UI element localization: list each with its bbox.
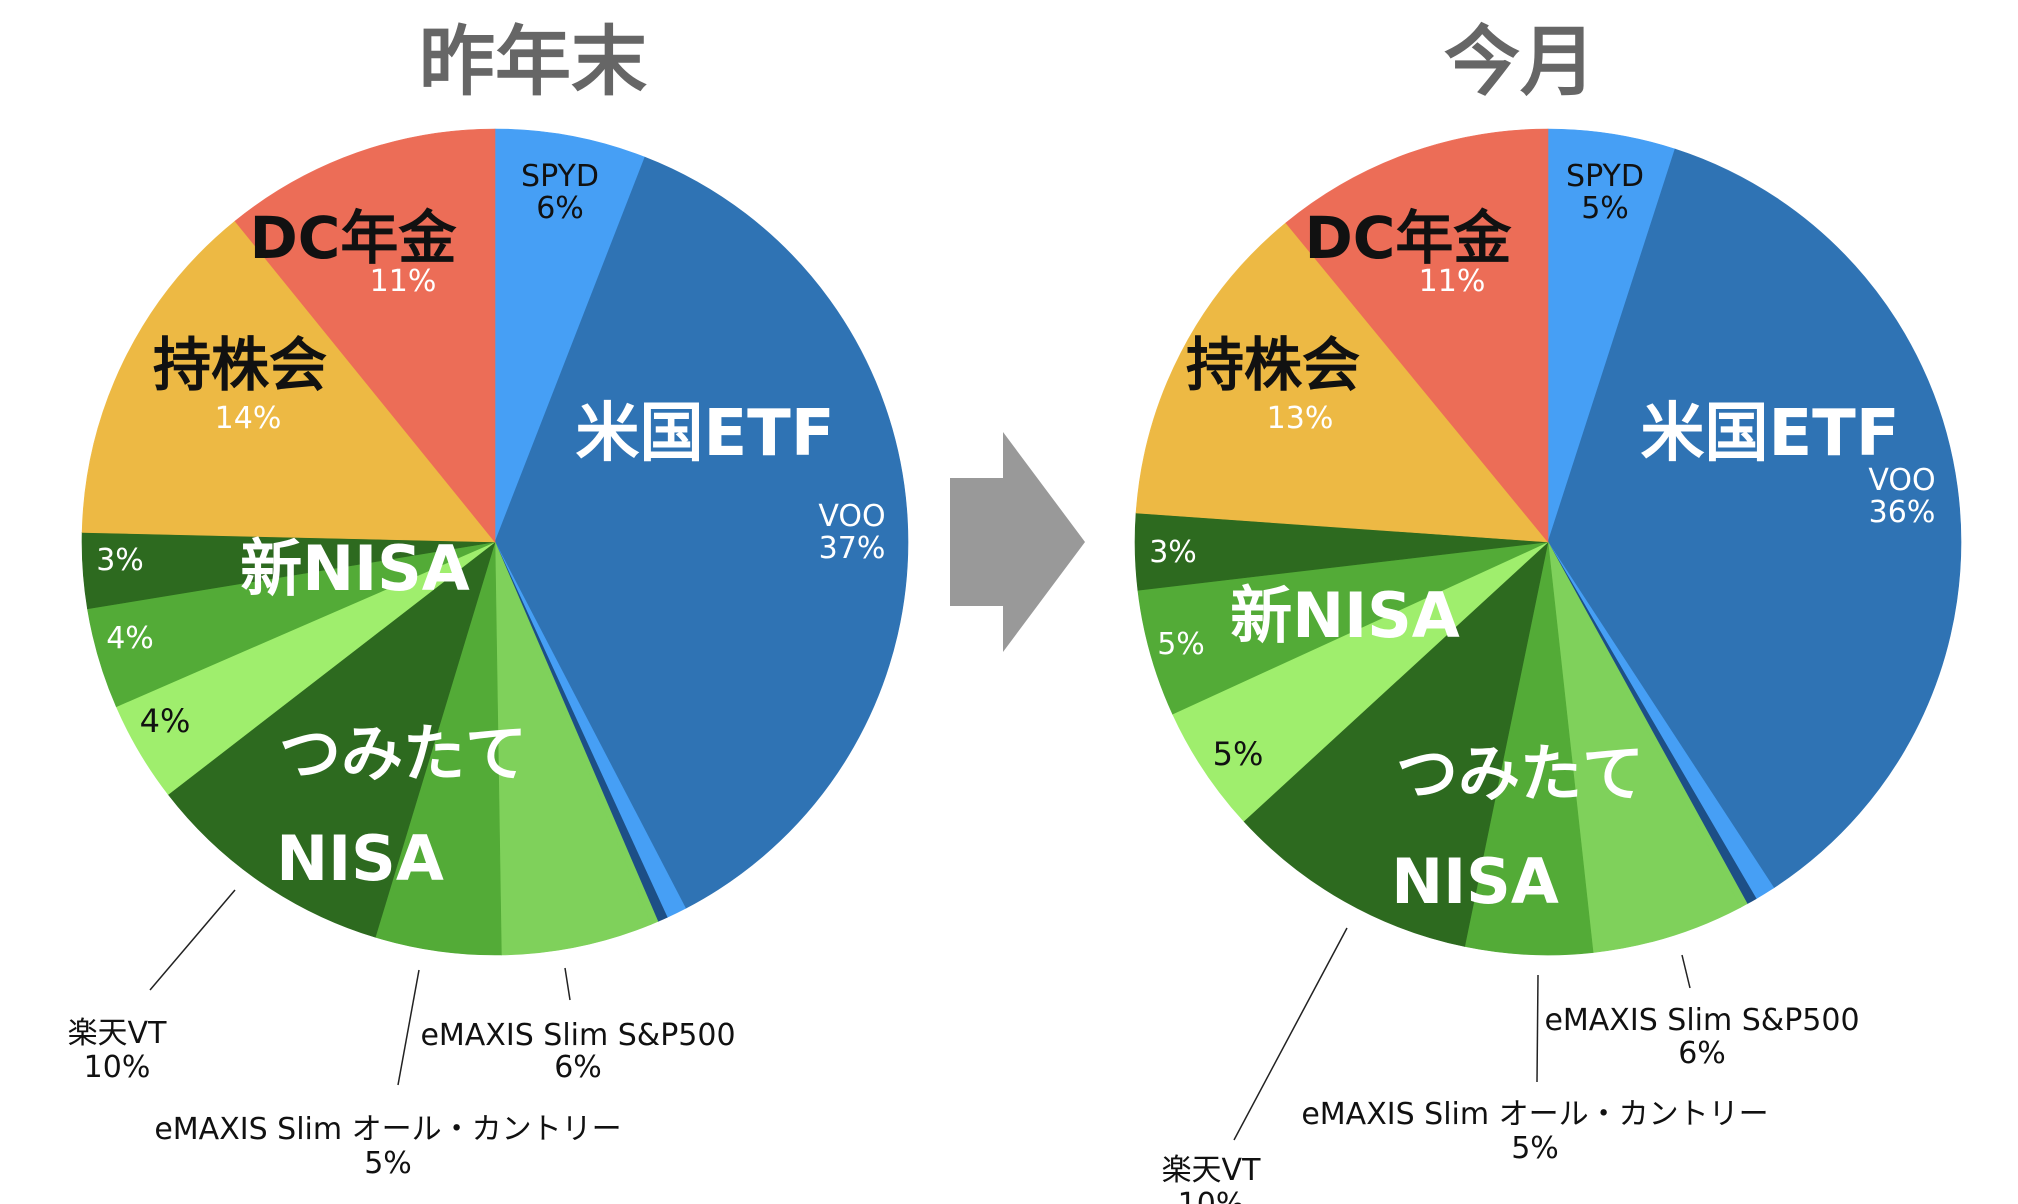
- label-vt-pct: 10%: [84, 1050, 151, 1085]
- label-allcountry-pct: 5%: [364, 1146, 412, 1181]
- label-vt-name: 楽天VT: [1162, 1153, 1262, 1188]
- pie-slice-11: [81, 220, 496, 543]
- group-label-tsumitate: つみたて: [279, 717, 527, 790]
- pie-slice-1: [494, 156, 909, 909]
- pie-chart-this-month: 今月 SPYD 5% 米国ETF VOO 36% DC年金 11% 持株会 13…: [1134, 17, 1962, 1204]
- label-4pct-a: 4%: [106, 621, 154, 656]
- label-3pct: 3%: [96, 543, 144, 578]
- pie-slice-0: [494, 128, 646, 543]
- label-allcountry-name: eMAXIS Slim オール・カントリー: [1301, 1097, 1768, 1132]
- pie-slice-12: [1285, 128, 1549, 543]
- chart-title: 今月: [1444, 17, 1596, 106]
- label-dc-pct: 11%: [370, 264, 437, 299]
- label-allcountry-name: eMAXIS Slim オール・カントリー: [154, 1112, 621, 1147]
- group-label-new-nisa: 新NISA: [240, 532, 470, 605]
- group-label-tsumitate: つみたて: [1396, 737, 1644, 810]
- label-spyd-pct: 6%: [536, 191, 584, 226]
- pie-chart-last-year: 昨年末 SPYD 6% 米国ETF VOO 37% DC年金 11% 持株会 1…: [68, 17, 909, 1181]
- pie-slice-12: [234, 128, 496, 543]
- label-sp500-name: eMAXIS Slim S&P500: [420, 1018, 735, 1053]
- label-mochikabu-name: 持株会: [1186, 331, 1360, 399]
- pie-slices: [81, 128, 909, 956]
- leader-line-sp500: [564, 967, 571, 1001]
- label-vt-pct: 10%: [1178, 1187, 1245, 1204]
- label-sp500-pct: 6%: [554, 1050, 602, 1085]
- group-label-tsumitate-nisa: NISA: [1391, 845, 1559, 918]
- label-5pct-a: 5%: [1157, 627, 1205, 662]
- leader-line-sp500: [1681, 954, 1691, 989]
- label-5pct-b: 5%: [1213, 735, 1264, 773]
- group-label-tsumitate-nisa: NISA: [276, 822, 444, 895]
- pie-slices: [1134, 128, 1962, 956]
- pie-slice-5: [494, 541, 652, 956]
- label-mochikabu-name: 持株会: [153, 331, 327, 399]
- label-dc-pct: 11%: [1419, 264, 1486, 299]
- label-voo-name: VOO: [1868, 463, 1935, 498]
- label-dc-name: DC年金: [250, 204, 458, 272]
- label-vt-name: 楽天VT: [68, 1016, 168, 1051]
- pie-slice-1: [1547, 148, 1962, 889]
- label-dc-name: DC年金: [1305, 204, 1513, 272]
- label-voo-pct: 37%: [819, 531, 886, 566]
- label-sp500-pct: 6%: [1678, 1036, 1726, 1071]
- group-label-new-nisa: 新NISA: [1230, 579, 1460, 652]
- leader-line-allcountry: [397, 969, 420, 1086]
- label-sp500-name: eMAXIS Slim S&P500: [1544, 1003, 1859, 1038]
- leader-line-vt: [1233, 927, 1348, 1141]
- pie-slice-11: [1135, 222, 1549, 543]
- group-label-us-etf: 米国ETF: [575, 397, 834, 471]
- label-mochikabu-pct: 14%: [215, 401, 282, 436]
- label-voo-pct: 36%: [1869, 495, 1936, 530]
- pie-slice-7: [167, 541, 496, 938]
- label-spyd-pct: 5%: [1581, 191, 1629, 226]
- chart-title: 昨年末: [419, 17, 647, 106]
- leader-line-allcountry: [1536, 974, 1539, 1083]
- label-allcountry-pct: 5%: [1511, 1131, 1559, 1166]
- label-4pct-b: 4%: [140, 702, 191, 740]
- label-spyd-name: SPYD: [521, 159, 599, 194]
- label-spyd-name: SPYD: [1566, 159, 1644, 194]
- group-label-us-etf: 米国ETF: [1640, 397, 1899, 471]
- pie-slice-7: [1243, 541, 1549, 947]
- label-mochikabu-pct: 13%: [1267, 401, 1334, 436]
- label-3pct: 3%: [1149, 535, 1197, 570]
- label-voo-name: VOO: [818, 499, 885, 534]
- pie-slice-5: [1547, 541, 1741, 953]
- leader-line-vt: [149, 889, 236, 991]
- arrow-right-icon: [950, 432, 1085, 652]
